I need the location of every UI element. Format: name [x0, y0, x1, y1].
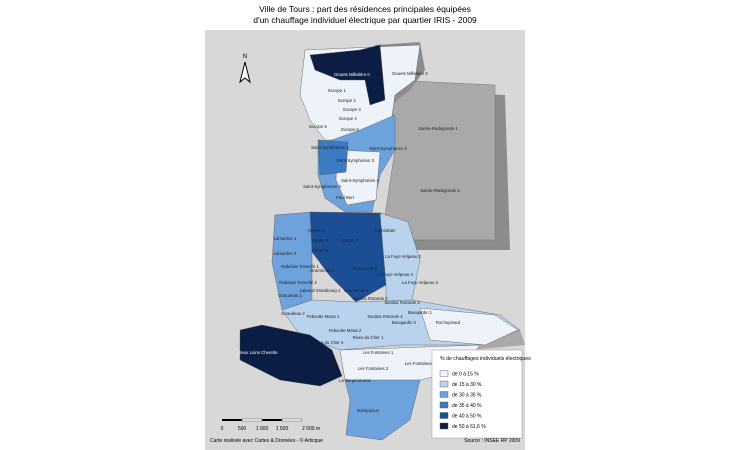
district-label: Centre 4 [312, 238, 329, 243]
district-label: Lakanal Strasbourg 1 [300, 288, 341, 293]
district-label: Douets Milletière 1 [312, 58, 348, 63]
legend-items: de 0 à 15 % de 15 à 30 % de 30 à 35 % de 35… [439, 370, 486, 430]
district-label: Rives du Cher 2 [313, 340, 344, 345]
district-area [239, 324, 343, 387]
legend-label: de 40 à 50 % [452, 414, 482, 420]
legend-label: de 50 à 61,6 % [452, 424, 486, 430]
district-area [419, 307, 519, 346]
district-label: Centre 2 [308, 228, 325, 233]
legend-swatch [439, 380, 449, 388]
scale-segment [222, 419, 242, 421]
legend-swatch [439, 412, 449, 419]
district-label: Grammont 2 [353, 266, 377, 271]
district-label: Douets Milletière 2 [392, 71, 428, 76]
district-label: Giraudeau 2 [281, 311, 305, 316]
district-label: Centre 3 [342, 238, 359, 243]
district-label: Febvotte Marat 1 [307, 314, 340, 319]
district-label: Saint-Symphorien 5 [303, 184, 341, 189]
north-arrow: N [239, 54, 251, 84]
district-area [317, 139, 349, 176]
district-area [335, 149, 381, 206]
district-label: Deux Lions Cherette [238, 350, 278, 355]
title-line: Ville de Tours : part des résidences pri… [259, 4, 471, 14]
legend-label: de 0 à 15 % [452, 372, 479, 378]
district-label: Lamartine 1 [274, 236, 297, 241]
credit: Carte réalisée avec Cartes & Données - ©… [210, 437, 323, 444]
district-label: Centre 5 [312, 248, 329, 253]
district-label: Sanitas Rotonde 2 [352, 296, 388, 301]
commune [384, 79, 496, 241]
legend: % de chauffages individuels électriques … [431, 349, 531, 439]
legend-swatch [439, 422, 449, 430]
legend-label: de 30 à 35 % [452, 393, 482, 399]
north-icon [239, 61, 251, 84]
legend-swatch [439, 391, 449, 398]
district-label: Europe 4 [339, 116, 357, 121]
scale-label: 1 500 [276, 426, 289, 432]
district-label: Saint-Symphorien 2 [369, 146, 407, 151]
district-label: Beaujardin 1 [408, 310, 433, 315]
district-area [344, 379, 421, 441]
district-label: Rochepinard [436, 320, 461, 325]
district-label: Febvotte Marat 2 [329, 328, 362, 333]
scale-label: 0 [221, 426, 224, 432]
district-label: Europe 6 [341, 127, 359, 132]
district-label: Cathédrale [374, 228, 396, 233]
district-label: La Bergeonnerie [339, 378, 371, 383]
legend-label: de 35 à 40 % [452, 403, 482, 409]
districts [239, 44, 521, 441]
district-label: Paul Bert [336, 195, 354, 200]
district-label: Europe 3 [343, 107, 361, 112]
district-labels: Douets Milletière 1 Douets Milletière 0 Do… [238, 58, 460, 413]
district-area [309, 44, 386, 106]
district-label: Sanitas Rotonde 4 [367, 314, 403, 319]
scale-segment [241, 418, 263, 422]
district-label: Les Fontaines 1 [363, 350, 394, 355]
district-label: Saint-Symphorien 3 [336, 158, 374, 163]
scale-segment [281, 418, 303, 422]
district-label: Sainte-Radegonde 1 [418, 126, 458, 131]
district-label: Europe 5 [309, 124, 327, 129]
legend-label: de 15 à 30 % [452, 382, 482, 388]
district-label: La Fuye Velpeau 2 [385, 254, 421, 259]
district-label: Sanitas Rotonde 3 [384, 300, 420, 305]
district-label: Sainte-Radegonde 2 [420, 188, 460, 193]
district-label: Saint-Symphorien 4 [341, 178, 379, 183]
scale-label: 1 000 [256, 426, 269, 432]
district-label: Lamartine 2 [274, 251, 297, 256]
district-label: Grammont 1 [310, 268, 334, 273]
title-line: d'un chauffage individuel électrique par… [253, 15, 477, 25]
north-label: N [243, 54, 247, 60]
district-label: Montjoyeux [357, 408, 380, 413]
district-label: Saint-Symphorien 1 [311, 145, 349, 150]
scale-labels: 0 500 1 000 1 500 2 000 m [221, 426, 320, 432]
legend-swatch [439, 370, 449, 377]
district-label: Rabelais Tonnellé 1 [281, 264, 319, 269]
district-label: Rives du Cher 1 [353, 335, 384, 340]
scale-label: 500 [238, 426, 247, 432]
district-label: Grammont 4 [344, 288, 368, 293]
district-label: La Fuye Velpeau 3 [402, 280, 438, 285]
legend-swatch [439, 401, 449, 409]
district-label: Douets Milletière 0 [334, 72, 370, 77]
district-label: Giraudeau 1 [278, 293, 302, 298]
district-label: Europe 1 [328, 88, 346, 93]
district-label: Rabelais Tonnellé 2 [279, 280, 317, 285]
district-label: La Fuye Velpeau 4 [377, 272, 413, 277]
source: Source : INSEE RP 2009 [464, 438, 520, 444]
scale-label: 2 000 m [302, 426, 320, 432]
district-label: Les Fontaines 2 [358, 366, 389, 371]
legend-title: % de chauffages individuels électriques [440, 356, 531, 362]
scale-segment [262, 419, 282, 421]
district-label: Beaujardin 2 [392, 320, 417, 325]
district-label: Les Fontaines 3 [405, 361, 436, 366]
district-label: Europe 2 [338, 98, 356, 103]
scale-bar: 0 500 1 000 1 500 2 000 m [221, 418, 320, 432]
